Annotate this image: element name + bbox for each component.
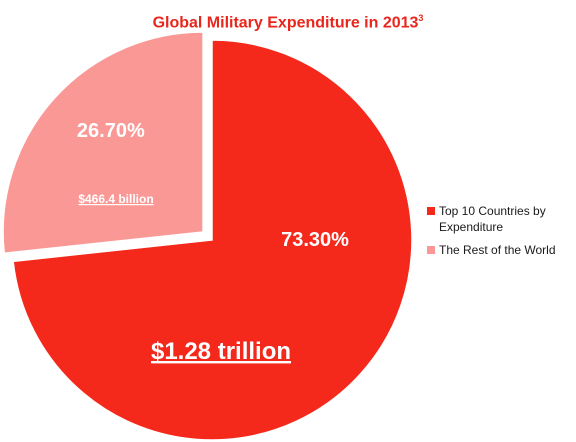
legend-label-rest-of-world: The Rest of the World — [439, 243, 556, 257]
slice-percent-label-the-rest-of-the-world: 26.70% — [77, 120, 145, 142]
slice-amount-label-the-rest-of-the-world: $466.4 billion — [78, 192, 153, 206]
legend: Top 10 Countries by Expenditure The Rest… — [427, 203, 575, 265]
chart-title-footnote: 3 — [418, 13, 424, 23]
pie-slice-the-rest-of-the-world — [2, 31, 204, 255]
chart-title-text: Global Military Expenditure in 2013 — [152, 14, 419, 32]
legend-label-top-10: Top 10 Countries by Expenditure — [439, 204, 546, 234]
legend-item-top-10: Top 10 Countries by Expenditure — [427, 203, 575, 235]
pie-slice-top-10-countries-by-expenditure — [12, 39, 413, 441]
legend-item-rest-of-world: The Rest of the World — [427, 242, 575, 258]
chart-title: Global Military Expenditure in 20133 — [0, 13, 576, 32]
legend-swatch-top-10 — [427, 207, 435, 215]
slice-percent-label-top-10-countries-by-expenditure: 73.30% — [281, 229, 349, 251]
slice-amount-label-top-10-countries-by-expenditure: $1.28 trillion — [151, 338, 291, 365]
legend-swatch-rest-of-world — [427, 246, 435, 254]
